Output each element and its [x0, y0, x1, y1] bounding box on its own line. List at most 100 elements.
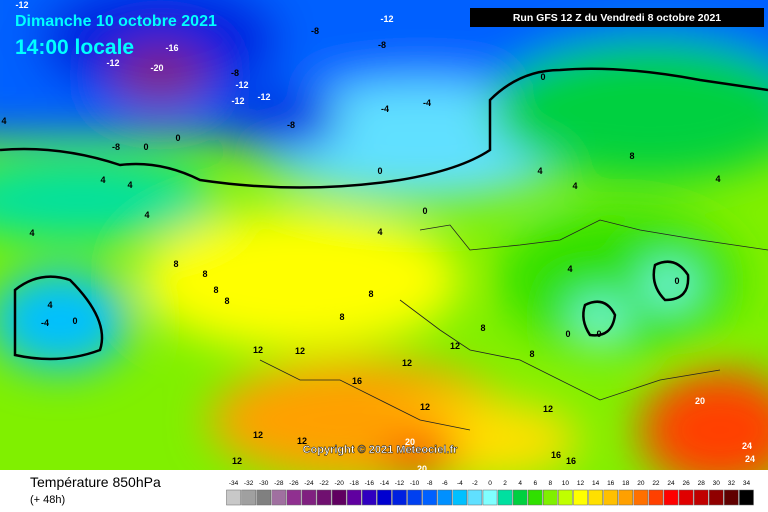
legend-title: Température 850hPa	[30, 474, 161, 490]
contour-label: 20	[405, 437, 415, 447]
zero-isotherm	[652, 260, 690, 302]
contour-label: 8	[480, 323, 485, 333]
colorbar-swatch	[618, 489, 634, 506]
contour-label: 8	[224, 296, 229, 306]
contour-label: -12	[380, 14, 393, 24]
contour-label: 0	[565, 329, 570, 339]
contour-label: 24	[745, 454, 755, 464]
run-info: Run GFS 12 Z du Vendredi 8 octobre 2021	[513, 12, 721, 24]
contour-label: 0	[596, 329, 601, 339]
contour-label: 4	[572, 181, 577, 191]
colorbar-tick-label: -12	[395, 480, 405, 487]
contour-label: -8	[231, 68, 239, 78]
contour-label: 12	[295, 346, 305, 356]
colorbar-tick-label: 26	[682, 480, 690, 487]
colorbar-tick-label: -8	[427, 480, 433, 487]
colorbar-swatch	[543, 489, 558, 506]
colorbar-swatch	[241, 489, 256, 506]
colorbar-tick-label: 34	[743, 480, 751, 487]
colorbar-tick-label: 4	[518, 480, 522, 487]
colorbar-swatch	[286, 489, 302, 506]
contour-label: 4	[100, 175, 105, 185]
colorbar-tick-label: 2	[503, 480, 507, 487]
contour-label: 12	[450, 341, 460, 351]
contour-labels: -12 -12 -8 -16 -8 -12 -20 -8 0 -12 -12 -12 -4 -4 4 -8 -8…	[1, 0, 755, 474]
contour-label: 16	[551, 450, 561, 460]
colorbar-swatch	[663, 489, 679, 506]
colorbar-tick-label: 18	[622, 480, 630, 487]
contour-label: 0	[377, 166, 382, 176]
colorbar-swatch	[346, 489, 362, 506]
contour-label: 8	[629, 151, 634, 161]
contour-label: 0	[674, 276, 679, 286]
colorbar-swatch	[467, 489, 483, 506]
contour-label: 12	[253, 430, 263, 440]
contour-label: 4	[144, 210, 149, 220]
colorbar-tick-label: -28	[274, 480, 284, 487]
colorbar-swatch	[724, 489, 739, 506]
contour-label: -8	[311, 26, 319, 36]
colorbar-tick-label: 12	[577, 480, 585, 487]
zero-isotherm	[582, 300, 617, 337]
colorbar-tick-label: -6	[442, 480, 448, 487]
contour-label: -8	[112, 142, 120, 152]
zero-isotherm	[0, 67, 768, 189]
legend-lead: (+ 48h)	[30, 494, 65, 506]
coastline	[259, 219, 768, 431]
contour-label: 8	[529, 349, 534, 359]
colorbar-swatch	[422, 489, 437, 506]
contour-label: 4	[47, 300, 52, 310]
contour-label: 4	[127, 180, 132, 190]
colorbar-swatch	[588, 489, 603, 506]
contour-label: 4	[1, 116, 6, 126]
colorbar-tick-label: -20	[334, 480, 344, 487]
colorbar-swatch	[573, 489, 588, 506]
colorbar-swatch	[407, 489, 422, 506]
contour-label: -8	[287, 120, 295, 130]
contour-label: 24	[742, 441, 752, 451]
contour-label: -12	[15, 0, 28, 10]
colorbar-tick-label: 32	[728, 480, 736, 487]
contour-label: 4	[567, 264, 572, 274]
colorbar-swatch	[331, 489, 347, 506]
colorbar-swatch	[271, 489, 287, 506]
contour-label: -12	[106, 58, 119, 68]
colorbar-swatch	[708, 489, 724, 506]
colorbar-swatch	[226, 489, 241, 506]
colorbar-swatch	[512, 489, 528, 506]
colorbar-tick-label: 10	[562, 480, 570, 487]
colorbar-swatch	[603, 489, 618, 506]
colorbar-swatch	[693, 489, 709, 506]
contour-label: 8	[368, 289, 373, 299]
colorbar-tick-label: 6	[533, 480, 537, 487]
contour-label: 8	[213, 285, 218, 295]
contour-label: 0	[72, 316, 77, 326]
contour-label: 8	[173, 259, 178, 269]
contour-label: 4	[537, 166, 542, 176]
colorbar-swatch	[633, 489, 649, 506]
colorbar: -34 -32 -30 -28 -26 -24 -22 -20 -18 -16 -14 -12 -10-…	[226, 480, 754, 506]
contour-label: -12	[257, 92, 270, 102]
contour-label: 0	[175, 133, 180, 143]
colorbar-tick-label: -18	[350, 480, 360, 487]
colorbar-swatch	[527, 489, 543, 506]
colorbar-swatch	[437, 489, 453, 506]
colorbar-tick-label: -4	[457, 480, 463, 487]
contour-label: 12	[297, 436, 307, 446]
contour-label: 12	[253, 345, 263, 355]
copyright: Copyright © 2021 Meteociel.fr	[303, 444, 459, 456]
contour-label: -16	[165, 43, 178, 53]
contour-label: 8	[339, 312, 344, 322]
contour-label: -8	[378, 40, 386, 50]
colorbar-swatch	[452, 489, 468, 506]
contour-label: 4	[29, 228, 34, 238]
run-box	[470, 8, 764, 27]
colorbar-tick-label: -30	[259, 480, 269, 487]
colorbar-swatch	[362, 489, 377, 506]
contour-label: 20	[695, 396, 705, 406]
colorbar-tick-label: 28	[698, 480, 706, 487]
colorbar-swatch	[301, 489, 317, 506]
colorbar-swatch	[678, 489, 694, 506]
colorbar-tick-label: 22	[652, 480, 660, 487]
